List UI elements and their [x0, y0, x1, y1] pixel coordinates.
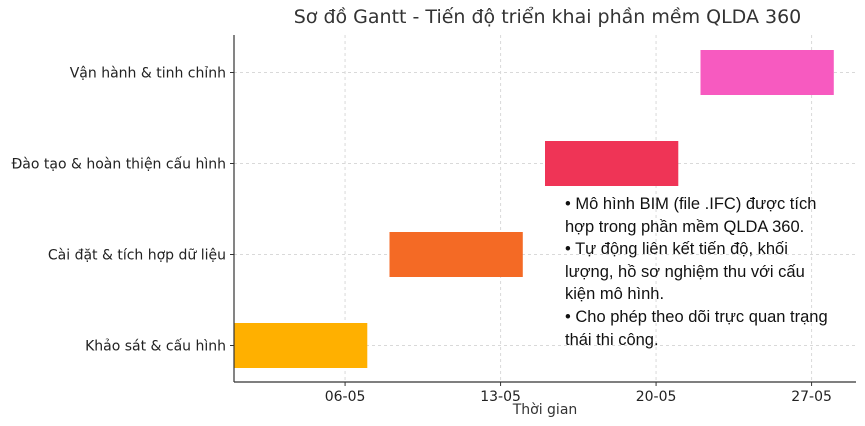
y-tick-label: Vận hành & tinh chỉnh: [70, 66, 226, 82]
annotation-line: • Cho phép theo dõi trực quan trạng: [565, 307, 828, 326]
task-bar: [234, 323, 368, 368]
y-tick-label: Đào tạo & hoàn thiện cấu hình: [11, 157, 226, 173]
y-tick-label: Khảo sát & cấu hình: [85, 339, 226, 355]
annotation-line: thái thi công.: [565, 330, 659, 349]
x-axis-label: Thời gian: [512, 402, 578, 418]
x-tick-label: 20-05: [636, 389, 677, 405]
task-bars: [234, 50, 834, 368]
annotation-line: lượng, hồ sơ nghiệm thu với cấu: [565, 262, 805, 281]
annotation-line: kiện mô hình.: [565, 285, 665, 304]
task-bar: [545, 141, 679, 186]
annotation-line: • Tự động liên kết tiến độ, khối: [565, 240, 788, 259]
y-tick-labels: Khảo sát & cấu hình Cài đặt & tích hợp dữ…: [11, 66, 226, 355]
annotation-text: • Mô hình BIM (file .IFC) được tích hợp …: [565, 193, 865, 351]
chart-title: Sơ đồ Gantt - Tiến độ triển khai phần mề…: [293, 6, 802, 28]
task-bar: [389, 232, 523, 277]
x-tick-label: 13-05: [480, 389, 521, 405]
annotation-line: • Mô hình BIM (file .IFC) được tích: [565, 195, 817, 213]
annotation-line: hợp trong phần mềm QLDA 360.: [565, 217, 805, 236]
task-bar: [700, 50, 834, 95]
x-tick-labels: 06-05 13-05 20-05 27-05: [325, 389, 832, 405]
x-tick-label: 27-05: [791, 389, 832, 405]
y-tick-label: Cài đặt & tích hợp dữ liệu: [48, 248, 226, 264]
axes: [230, 35, 856, 386]
x-tick-label: 06-05: [325, 389, 366, 405]
